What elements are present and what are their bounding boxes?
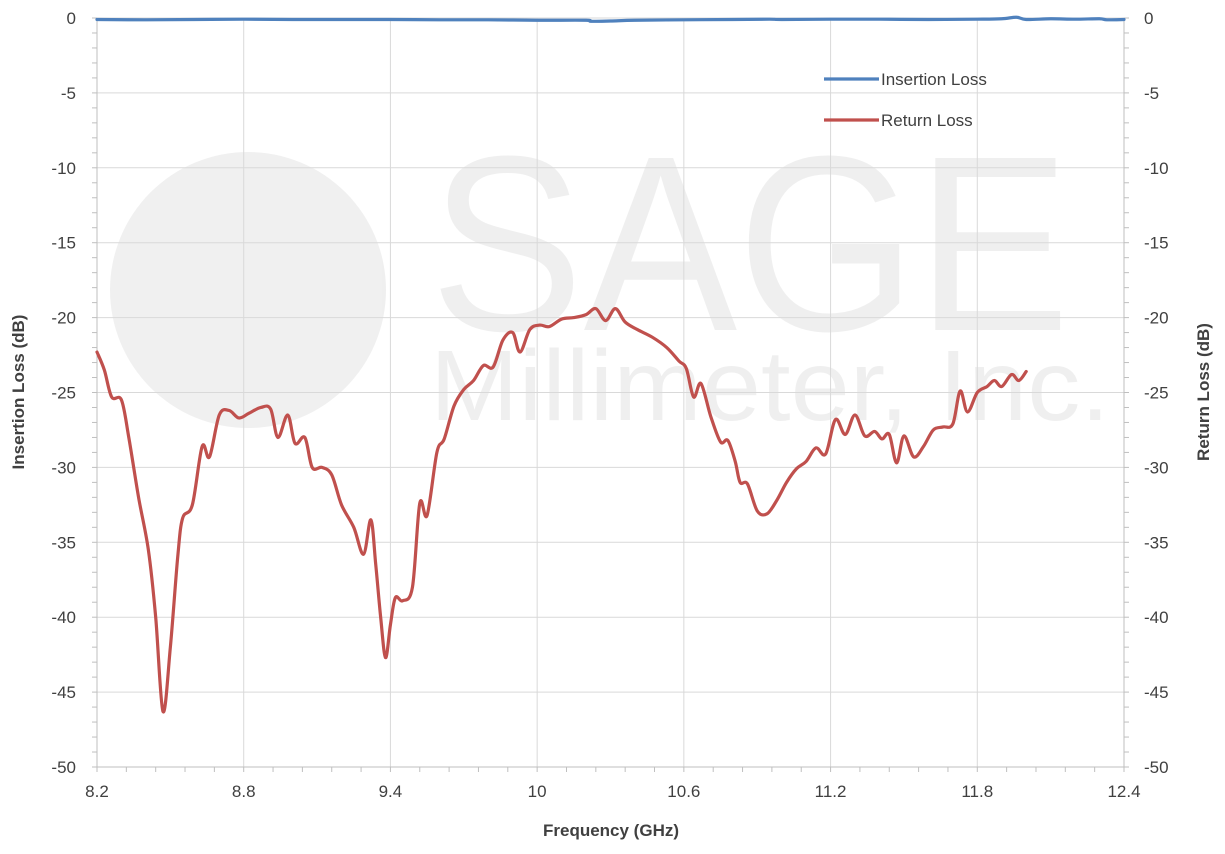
y-tick-label-left: -5	[61, 84, 76, 103]
x-tick-label: 9.4	[379, 782, 403, 801]
y-axis-title-left: Insertion Loss (dB)	[9, 315, 28, 470]
x-tick-label: 11.2	[815, 782, 847, 801]
y-tick-label-left: 0	[67, 9, 76, 28]
legend: Insertion Loss Return Loss	[824, 70, 987, 130]
watermark-logo	[110, 152, 386, 428]
y-tick-label-left: -25	[51, 384, 76, 403]
y-tick-label-left: -50	[51, 758, 76, 777]
legend-label-insertion-loss: Insertion Loss	[881, 70, 987, 89]
x-tick-label: 8.2	[85, 782, 109, 801]
y-tick-label-right: 0	[1144, 9, 1153, 28]
y-axis-title-right: Return Loss (dB)	[1194, 323, 1213, 461]
y-tick-label-right: -5	[1144, 84, 1159, 103]
y-tick-label-right: -10	[1144, 159, 1169, 178]
y-tick-label-right: -25	[1144, 384, 1169, 403]
tick-labels: 0 0 -5 -5 -10 -10 -15 -15 -20 -20 -25 -25 -30 -30 -35 -…	[51, 9, 1168, 801]
x-tick-label: 10	[528, 782, 547, 801]
y-tick-label-left: -20	[51, 309, 76, 328]
grid	[96, 17, 1125, 768]
y-tick-label-right: -40	[1144, 608, 1169, 627]
y-tick-label-right: -45	[1144, 683, 1169, 702]
y-tick-label-left: -30	[51, 458, 76, 477]
y-tick-label-right: -30	[1144, 458, 1169, 477]
y-tick-label-right: -35	[1144, 533, 1169, 552]
x-tick-label: 12.4	[1107, 782, 1140, 801]
series-line-return-loss	[95, 306, 1028, 714]
y-tick-label-right: -50	[1144, 758, 1169, 777]
series-line-insertion-loss	[95, 15, 1126, 23]
x-axis-title: Frequency (GHz)	[543, 821, 679, 840]
axes	[92, 17, 1129, 772]
y-tick-label-left: -35	[51, 533, 76, 552]
watermark-subtitle: Millimeter, Inc.	[430, 330, 1110, 442]
y-tick-label-left: -10	[51, 159, 76, 178]
legend-label-return-loss: Return Loss	[881, 111, 973, 130]
y-tick-label-right: -20	[1144, 309, 1169, 328]
x-tick-label: 8.8	[232, 782, 256, 801]
y-tick-label-right: -15	[1144, 234, 1169, 253]
y-tick-label-left: -45	[51, 683, 76, 702]
x-tick-label: 10.6	[667, 782, 700, 801]
plot-lines	[95, 15, 1126, 714]
y-tick-label-left: -40	[51, 608, 76, 627]
y-tick-label-left: -15	[51, 234, 76, 253]
x-tick-label: 11.8	[961, 782, 993, 801]
